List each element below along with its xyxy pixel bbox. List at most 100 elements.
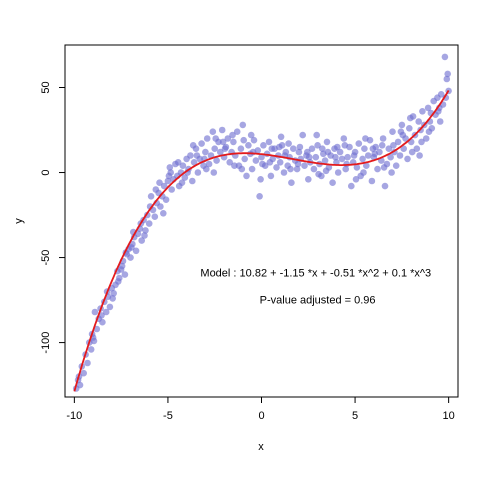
model-annotation: Model : 10.82 + -1.15 *x + -0.51 *x^2 + … bbox=[200, 267, 431, 279]
data-point bbox=[118, 262, 126, 270]
data-point bbox=[102, 308, 110, 316]
data-point bbox=[310, 165, 318, 173]
data-point bbox=[277, 133, 285, 141]
data-point bbox=[285, 140, 292, 147]
x-tick-label: 0 bbox=[258, 410, 264, 422]
data-point bbox=[115, 278, 122, 285]
data-point bbox=[266, 159, 274, 166]
data-point bbox=[362, 135, 369, 142]
data-point bbox=[229, 131, 236, 139]
data-point bbox=[243, 172, 250, 180]
x-axis-title: x bbox=[258, 441, 264, 453]
data-point bbox=[280, 169, 288, 176]
data-point bbox=[369, 145, 377, 152]
y-axis-title: y bbox=[13, 218, 25, 224]
y-tick-label: -50 bbox=[40, 250, 52, 266]
data-point bbox=[164, 177, 172, 185]
data-point bbox=[415, 118, 423, 125]
data-point bbox=[344, 153, 351, 161]
data-point bbox=[299, 131, 307, 139]
x-tick-label: -10 bbox=[66, 410, 82, 422]
data-point bbox=[87, 346, 95, 353]
data-point bbox=[333, 159, 340, 166]
data-point bbox=[162, 196, 170, 203]
data-point bbox=[437, 91, 445, 98]
data-point bbox=[209, 128, 217, 135]
y-axis: -100 -50 0 50 bbox=[40, 81, 66, 354]
data-point bbox=[205, 160, 213, 168]
data-point bbox=[398, 121, 406, 129]
data-point bbox=[388, 169, 395, 176]
data-point bbox=[168, 186, 175, 193]
data-point bbox=[418, 138, 425, 146]
data-point bbox=[348, 182, 355, 190]
data-point bbox=[160, 210, 167, 217]
data-point bbox=[239, 121, 247, 129]
data-point bbox=[240, 136, 247, 144]
data-point bbox=[332, 153, 339, 161]
data-point bbox=[404, 155, 411, 163]
plot-frame bbox=[64, 44, 459, 398]
data-point bbox=[90, 337, 98, 345]
data-point bbox=[142, 227, 149, 234]
data-point bbox=[151, 213, 159, 220]
data-point bbox=[400, 145, 408, 152]
data-point bbox=[219, 138, 227, 146]
data-point bbox=[371, 150, 379, 158]
x-axis: -10 -5 0 5 10 bbox=[66, 396, 455, 422]
data-point bbox=[288, 179, 295, 186]
data-point bbox=[334, 143, 341, 151]
data-point bbox=[257, 176, 264, 183]
data-point bbox=[443, 75, 451, 83]
data-point bbox=[353, 164, 361, 171]
data-point bbox=[313, 131, 321, 139]
data-point bbox=[210, 169, 218, 176]
data-point bbox=[315, 170, 322, 178]
data-point bbox=[189, 142, 197, 149]
data-point bbox=[174, 159, 182, 166]
data-point bbox=[80, 369, 87, 377]
data-point bbox=[245, 142, 252, 149]
data-point bbox=[379, 135, 387, 142]
data-point bbox=[341, 142, 349, 149]
data-point bbox=[387, 153, 394, 161]
data-point bbox=[160, 182, 168, 190]
data-point bbox=[342, 165, 350, 173]
data-point bbox=[397, 128, 405, 135]
data-point bbox=[385, 145, 393, 152]
data-point bbox=[424, 104, 432, 112]
data-point bbox=[268, 145, 276, 152]
data-point bbox=[422, 135, 430, 142]
data-point bbox=[252, 157, 260, 164]
data-point bbox=[407, 114, 414, 122]
data-point bbox=[287, 165, 294, 173]
data-point bbox=[319, 145, 326, 152]
data-point bbox=[250, 136, 258, 144]
data-point bbox=[147, 193, 155, 200]
data-point bbox=[408, 148, 416, 156]
data-point bbox=[256, 193, 263, 200]
data-point bbox=[241, 155, 248, 163]
data-point bbox=[187, 152, 194, 159]
data-point bbox=[152, 186, 160, 193]
data-point bbox=[157, 203, 164, 210]
data-point bbox=[378, 142, 386, 149]
data-point bbox=[99, 318, 106, 326]
data-point bbox=[259, 160, 266, 168]
data-point bbox=[389, 128, 396, 135]
x-tick-label: -5 bbox=[163, 410, 173, 422]
data-point bbox=[212, 135, 219, 142]
data-point bbox=[127, 254, 134, 261]
data-point bbox=[218, 126, 226, 134]
data-point bbox=[396, 152, 404, 159]
data-point bbox=[381, 182, 389, 190]
y-tick-label: -100 bbox=[40, 332, 52, 354]
data-point bbox=[110, 290, 117, 297]
data-point bbox=[322, 167, 330, 175]
data-point bbox=[198, 140, 205, 147]
data-point bbox=[167, 169, 174, 176]
data-point bbox=[237, 145, 245, 152]
data-point bbox=[203, 165, 210, 173]
data-point bbox=[260, 142, 267, 149]
